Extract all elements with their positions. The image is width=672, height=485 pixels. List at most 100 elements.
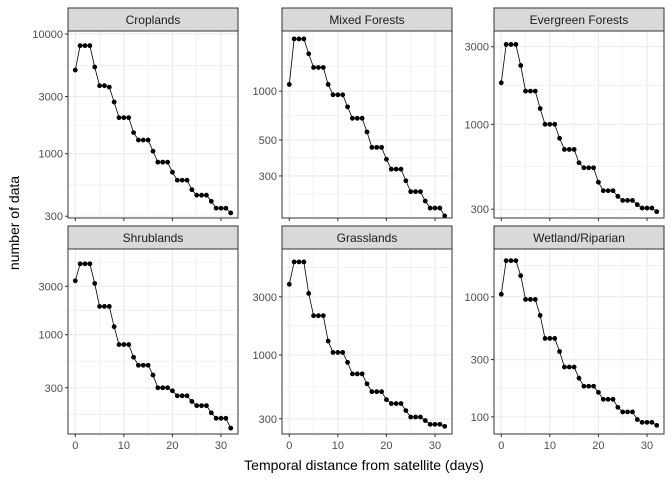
data-point [140, 362, 146, 368]
data-point [126, 115, 132, 121]
data-point [384, 397, 389, 403]
data-point [179, 393, 185, 399]
data-point [170, 388, 175, 394]
data-point [340, 92, 346, 98]
data-point [625, 198, 630, 203]
data-point [591, 165, 596, 171]
data-point [571, 147, 577, 152]
data-point [140, 137, 146, 143]
y-tick-label: 3000 [39, 281, 63, 293]
y-tick-label: 1000 [465, 292, 489, 304]
data-point [498, 80, 504, 86]
data-point [72, 67, 78, 73]
y-tick-label: 3000 [253, 292, 277, 304]
data-point [291, 259, 297, 265]
data-point [286, 82, 292, 87]
data-point [532, 297, 538, 302]
data-point [508, 42, 514, 47]
data-point [111, 99, 117, 105]
data-point [184, 177, 190, 183]
y-tick-label: 10000 [32, 29, 63, 41]
data-point [562, 147, 567, 152]
data-point [213, 205, 219, 211]
data-point [547, 336, 553, 341]
data-point [155, 385, 161, 391]
y-tick-label: 300 [259, 171, 277, 183]
y-axis-title: number of data [6, 176, 22, 270]
data-point [605, 396, 611, 402]
data-point [364, 129, 370, 135]
data-point [576, 160, 582, 166]
facet-panel: Croplands 300 1000 3000 10000 [32, 7, 239, 223]
facet-strip [281, 225, 453, 250]
data-point [586, 383, 592, 389]
data-point [408, 189, 414, 195]
data-point [330, 350, 336, 355]
x-tick-label: 20 [592, 440, 604, 452]
data-point [345, 104, 350, 110]
facet-strip [493, 225, 665, 250]
data-point [576, 375, 582, 381]
data-point [508, 258, 514, 264]
data-point [586, 165, 592, 171]
data-point [620, 409, 626, 415]
data-point [498, 291, 504, 297]
data-point [77, 261, 83, 267]
data-point [418, 414, 423, 420]
data-point [388, 401, 394, 406]
data-point [528, 297, 533, 302]
data-point [437, 421, 443, 427]
data-point [228, 210, 234, 216]
data-point [422, 198, 428, 204]
data-point [639, 419, 645, 425]
data-point [296, 259, 302, 265]
data-point [442, 423, 448, 429]
data-point [432, 421, 438, 427]
data-point [155, 159, 161, 165]
data-point [403, 408, 409, 414]
data-point [393, 401, 399, 406]
x-tick-label: 20 [380, 440, 392, 452]
data-point [223, 205, 229, 211]
data-point [204, 403, 209, 409]
y-tick-label: 300 [471, 355, 489, 367]
data-point [106, 304, 112, 309]
data-point [350, 371, 355, 377]
y-tick-label: 100 [471, 412, 489, 424]
data-point [170, 169, 175, 175]
facet-strip-label: Croplands [126, 13, 181, 27]
data-point [537, 106, 543, 111]
facet-panel: Mixed Forests 300 500 1000 [253, 7, 453, 221]
x-axis-title: Temporal distance from satellite (days) [244, 457, 484, 473]
data-point [223, 415, 229, 421]
data-point [542, 121, 548, 127]
data-point [528, 88, 533, 94]
data-point [121, 342, 127, 347]
facet-strip-label: Mixed Forests [329, 13, 404, 27]
data-point [82, 43, 88, 49]
data-point [379, 389, 384, 395]
data-point [136, 362, 141, 368]
data-point [204, 192, 209, 198]
data-point [359, 115, 365, 121]
panel-background [68, 249, 238, 434]
data-point [354, 371, 360, 377]
x-tick-label: 10 [332, 440, 344, 452]
data-point [532, 88, 538, 94]
data-point [213, 415, 219, 421]
data-point [413, 414, 418, 420]
facet-panel: Wetland/Riparian 100 300 1000 0 10 20 30 [465, 225, 665, 452]
data-point [639, 205, 645, 211]
data-point [634, 417, 640, 422]
data-point [398, 166, 404, 172]
data-point [116, 342, 122, 347]
y-tick-label: 3000 [465, 42, 489, 54]
x-tick-label: 20 [166, 440, 178, 452]
data-point [136, 137, 141, 143]
data-point [116, 115, 122, 121]
y-tick-label: 300 [45, 383, 63, 395]
data-point [150, 148, 156, 154]
data-point [131, 354, 136, 360]
data-point [518, 273, 524, 279]
data-point [600, 188, 606, 194]
